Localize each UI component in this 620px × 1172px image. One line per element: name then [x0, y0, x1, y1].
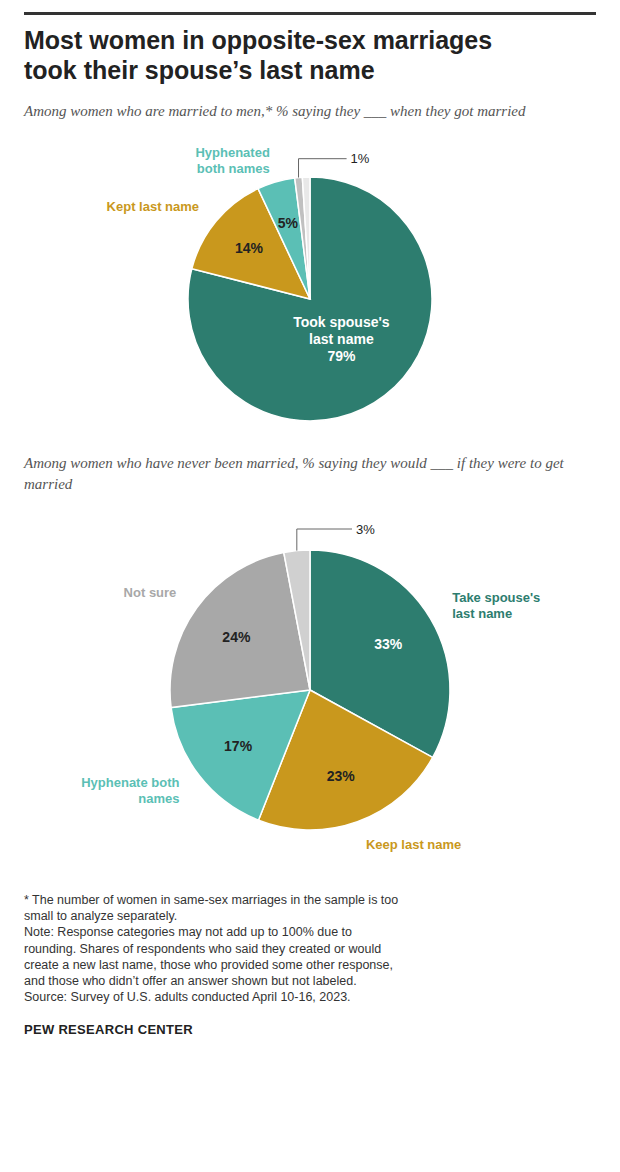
- data-label: 33%: [374, 635, 403, 651]
- note: rounding. Shares of respondents who said…: [24, 941, 596, 957]
- note: create a new last name, those who provid…: [24, 957, 596, 973]
- wedges: [188, 177, 432, 421]
- pie-slice: [284, 550, 310, 690]
- note: * The number of women in same-sex marria…: [24, 892, 596, 908]
- labels: 33% 23% 17% 24% 3% Not sure Hyphenate bothname…: [81, 521, 540, 852]
- subtitle: Among women who are married to men,* % s…: [24, 101, 596, 121]
- data-label: 5%: [278, 215, 299, 231]
- pie-slice: [188, 177, 432, 421]
- notes: * The number of women in same-sex marria…: [0, 892, 620, 1006]
- note: and those who didn’t offer an answer sho…: [24, 973, 596, 989]
- pie-chart: Took spouse'slast name79% 14% 5% 1% Hyphenat…: [0, 127, 620, 437]
- labels: Took spouse'slast name79% 14% 5% 1% Hyphenat…: [107, 145, 390, 365]
- category-label: Hyphenate bothnames: [81, 775, 179, 806]
- page: Most women in opposite-sex marriagestook…: [0, 0, 620, 1047]
- source: PEW RESEARCH CENTER: [24, 1022, 596, 1037]
- category-label: Keep last name: [366, 837, 461, 852]
- pie-chart: 33% 23% 17% 24% 3% Not sure Hyphenate bothname…: [0, 500, 620, 880]
- note: Note: Response categories may not add up…: [24, 924, 596, 940]
- data-label: 3%: [356, 521, 375, 536]
- note: Source: Survey of U.S. adults conducted …: [24, 989, 596, 1005]
- pie-slice: [171, 690, 310, 820]
- title: took their spouse’s last name: [24, 55, 596, 85]
- data-label: 1%: [351, 151, 370, 166]
- category-label: Kept last name: [107, 199, 199, 214]
- top-rule: [24, 12, 596, 15]
- category-label: Hyphenatedboth names: [195, 145, 269, 176]
- data-label: 23%: [327, 767, 356, 783]
- category-label: Took spouse'slast name: [293, 315, 390, 348]
- note: small to analyze separately.: [24, 908, 596, 924]
- data-label: 17%: [224, 738, 253, 754]
- category-label: Take spouse'slast name: [452, 590, 540, 621]
- leader-line: [297, 529, 352, 551]
- leader-line: [299, 159, 347, 178]
- data-label: 24%: [222, 628, 251, 644]
- data-label: 79%: [327, 349, 356, 365]
- subtitle: Among women who have never been married,…: [24, 453, 596, 494]
- data-label: 14%: [235, 241, 264, 257]
- pie-slice: [302, 177, 310, 299]
- pie-slice: [258, 178, 310, 299]
- category-label: Not sure: [124, 585, 177, 600]
- title: Most women in opposite-sex marriages: [24, 25, 596, 55]
- wedges: [170, 550, 450, 830]
- pie-slice: [295, 177, 310, 299]
